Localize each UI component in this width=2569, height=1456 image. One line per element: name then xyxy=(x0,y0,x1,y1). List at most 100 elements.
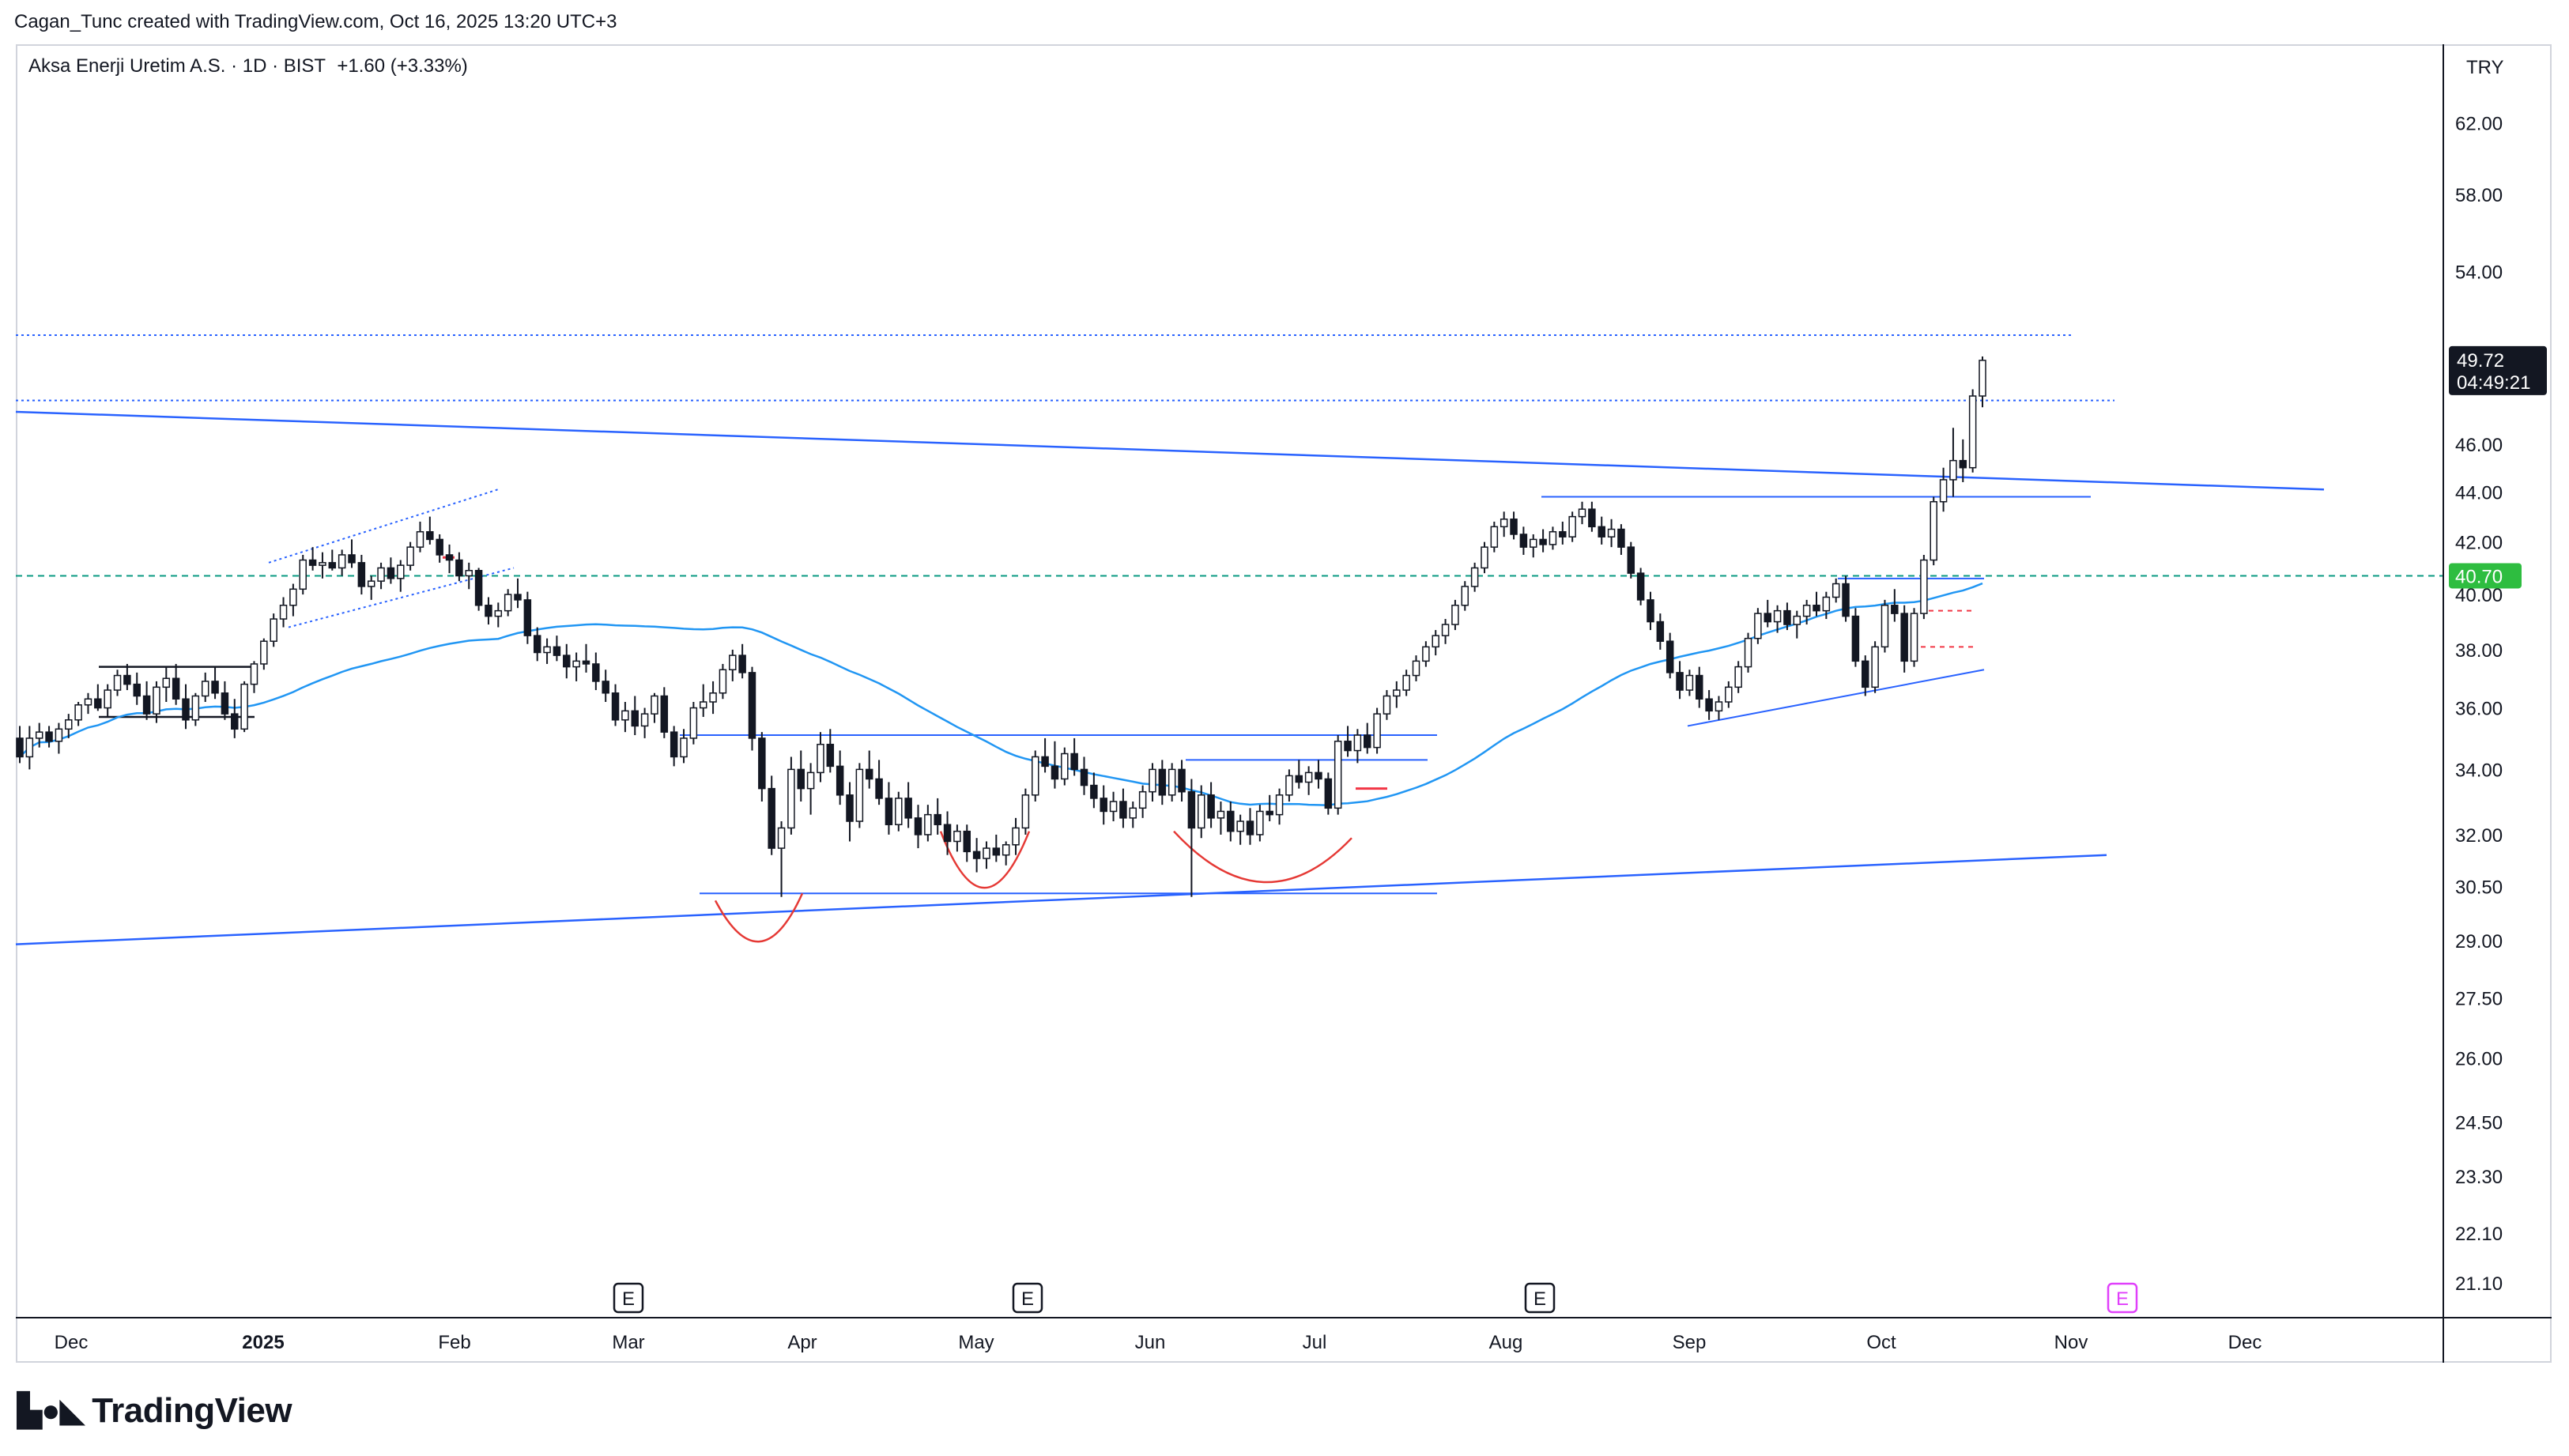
candle-body xyxy=(240,683,248,730)
price-tick-label: 27.50 xyxy=(2455,988,2503,1009)
candle-body xyxy=(231,713,239,730)
candle-body xyxy=(611,692,620,721)
candle-body xyxy=(1519,534,1528,548)
candle-body xyxy=(270,618,277,642)
candle-body xyxy=(1109,801,1118,813)
currency-label[interactable]: TRY xyxy=(2466,57,2504,78)
candle-body xyxy=(582,660,590,665)
candle-body xyxy=(142,695,151,715)
price-tick-label: 44.00 xyxy=(2455,482,2503,504)
time-tick-label: Nov xyxy=(2054,1332,2088,1353)
earnings-marker[interactable]: E xyxy=(613,1282,644,1314)
candle-body xyxy=(1979,360,1986,397)
candle-body xyxy=(1197,794,1205,829)
candle-body xyxy=(1636,572,1645,601)
candle-body xyxy=(1441,624,1450,636)
candle-body xyxy=(1266,810,1273,816)
earnings-marker[interactable]: E xyxy=(1012,1282,1043,1314)
candle-body xyxy=(1070,753,1078,771)
candle-body xyxy=(416,530,424,548)
candle-body xyxy=(1500,519,1508,528)
candle-body xyxy=(1227,810,1235,832)
candle-body xyxy=(348,554,356,564)
candle-body xyxy=(1285,775,1293,796)
time-tick-label: Dec xyxy=(2228,1332,2262,1353)
candle-body xyxy=(1373,713,1381,749)
price-tick-label: 58.00 xyxy=(2455,185,2503,206)
rising-support-line xyxy=(1687,669,1985,727)
candle-body xyxy=(1481,546,1488,569)
moving-average-layer xyxy=(19,582,1983,806)
candle-body xyxy=(1831,583,1840,598)
chart-frame xyxy=(16,44,2552,1363)
earnings-marker[interactable]: E xyxy=(2107,1282,2138,1314)
candle-body xyxy=(1275,794,1284,816)
earnings-marker[interactable]: E xyxy=(1524,1282,1556,1314)
candle-body xyxy=(84,698,92,706)
tradingview-logo[interactable]: ⁡▙●◣ TradingView xyxy=(17,1391,292,1431)
candle-body xyxy=(1393,689,1401,697)
candle-body xyxy=(1256,810,1264,836)
candle-body xyxy=(1041,756,1049,768)
earnings-marker-box xyxy=(2107,1282,2138,1314)
candle-body xyxy=(1207,794,1215,819)
candle-body xyxy=(182,698,190,721)
price-tick-label: 38.00 xyxy=(2455,640,2503,662)
time-tick-label: Dec xyxy=(55,1332,89,1353)
candle-body xyxy=(1871,646,1879,688)
candle-body xyxy=(1588,508,1596,528)
candle-body xyxy=(485,605,492,617)
earnings-marker-label: E xyxy=(1021,1288,1034,1310)
candle-body xyxy=(1949,459,1957,481)
candle-body xyxy=(972,851,981,859)
candle-body xyxy=(1764,613,1771,623)
price-tick-label: 62.00 xyxy=(2455,113,2503,134)
candle-body xyxy=(983,847,990,859)
candle-body xyxy=(338,554,346,569)
candle-body xyxy=(563,654,571,668)
candle-body xyxy=(1968,395,1977,469)
candle-body xyxy=(1119,801,1127,819)
candle-body xyxy=(1920,559,1928,614)
candle-body xyxy=(738,654,746,673)
candle-body xyxy=(533,635,541,654)
candle-body xyxy=(1158,768,1167,796)
candle-body xyxy=(1246,820,1254,836)
candle-body xyxy=(1129,807,1137,819)
candle-body xyxy=(1168,768,1176,796)
candle-body xyxy=(465,570,473,577)
level-badge-value: 40.70 xyxy=(2455,566,2503,587)
candle-body xyxy=(1705,698,1713,712)
candle-body xyxy=(1647,599,1654,623)
candle-body xyxy=(221,692,229,715)
channel-upper-line xyxy=(268,488,499,564)
symbol-header[interactable]: Aksa Enerji Uretim A.S. · 1D · BIST +1.6… xyxy=(28,55,468,77)
time-tick-label: Aug xyxy=(1489,1332,1523,1353)
candle-body xyxy=(963,830,971,853)
cup-arc-apr xyxy=(714,892,804,943)
candles-layer xyxy=(16,356,1986,897)
candle-body xyxy=(1490,526,1499,548)
time-axis: Dec 2025 Feb Mar Apr May Jun Jul Aug Sep Oct Nov Dec xyxy=(55,1332,2262,1353)
candle-body xyxy=(1236,820,1244,832)
candle-body xyxy=(397,564,405,579)
drawings-layer xyxy=(15,334,2443,945)
candle-body xyxy=(777,827,786,849)
candle-body xyxy=(1149,768,1156,793)
candle-body xyxy=(914,817,922,836)
candle-body xyxy=(1773,609,1782,623)
candle-body xyxy=(934,813,941,825)
candle-body xyxy=(260,640,268,665)
candle-body xyxy=(1539,538,1547,545)
candle-body xyxy=(924,813,932,836)
time-tick-label: 2025 xyxy=(242,1332,284,1353)
candle-body xyxy=(1881,605,1889,648)
candle-body xyxy=(699,701,707,709)
candle-body xyxy=(1178,768,1186,793)
candle-body xyxy=(1754,613,1762,639)
candle-body xyxy=(797,768,805,790)
candle-body xyxy=(680,737,688,758)
price-axis-divider xyxy=(2443,44,2444,1363)
candle-body xyxy=(191,695,200,721)
